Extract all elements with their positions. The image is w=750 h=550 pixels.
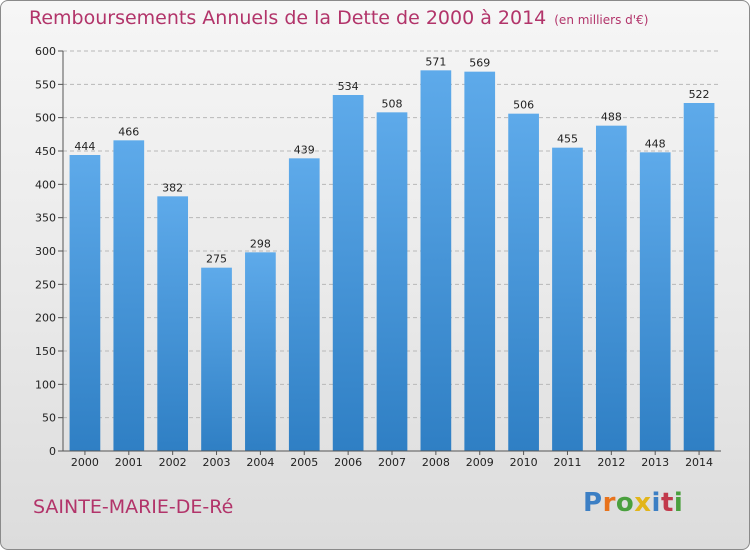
y-tick-label: 0 [49,445,56,458]
data-label-2010: 506 [513,99,534,112]
bar-2004 [245,252,276,451]
bar-2002 [157,196,189,451]
y-tick-label: 450 [35,145,56,158]
bar-2011 [552,147,583,451]
y-tick-label: 400 [35,178,56,191]
data-label-2009: 569 [469,57,490,70]
logo-letter: x [634,488,652,518]
bar-2009 [464,71,496,452]
x-tick-label: 2014 [685,456,713,469]
chart-title: Remboursements Annuels de la Dette de 20… [29,7,547,29]
x-tick-label: 2005 [290,456,318,469]
x-tick-label: 2013 [641,456,669,469]
x-tick-label: 2008 [422,456,450,469]
bar-2010 [508,113,539,452]
x-tick-label: 2001 [115,456,143,469]
logo-letter: t [660,488,674,518]
commune-name: SAINTE-MARIE-DE-Ré [33,496,234,518]
bar-2007 [376,112,408,451]
logo-letter: i [651,488,661,518]
bar-2001 [113,140,145,452]
x-tick-label: 2010 [510,456,538,469]
logo-letter: i [673,488,684,518]
data-label-2000: 444 [74,140,95,153]
y-tick-label: 150 [35,345,56,358]
data-label-2014: 522 [689,88,710,101]
data-label-2008: 571 [425,55,446,68]
data-label-2012: 488 [601,111,622,124]
logo-letter: r [602,488,616,518]
x-tick-label: 2012 [597,456,625,469]
logo-letter: P [583,488,603,518]
y-tick-label: 550 [35,78,56,91]
y-tick-label: 500 [35,112,56,125]
data-label-2011: 455 [557,133,578,146]
bar-2003 [201,267,232,451]
x-tick-label: 2004 [246,456,274,469]
y-tick-label: 50 [42,412,56,425]
data-label-2002: 382 [162,181,183,194]
bars [69,70,715,452]
y-tick-label: 100 [35,378,56,391]
bar-2013 [639,152,671,452]
bar-2008 [420,70,452,451]
bar-2000 [69,155,101,451]
data-label-2007: 508 [382,97,403,110]
bar-2014 [683,103,715,451]
data-label-2005: 439 [294,143,315,156]
x-tick-label: 2011 [553,456,581,469]
y-tick-label: 600 [35,45,56,58]
chart-unit: (en milliers d'€) [554,13,649,27]
x-tick-label: 2002 [159,456,187,469]
logo-letter: o [615,488,635,518]
data-label-2013: 448 [645,137,666,150]
title-row: Remboursements Annuels de la Dette de 20… [29,7,648,29]
data-label-2004: 298 [250,237,271,250]
bar-2006 [332,95,364,451]
bar-2012 [595,125,627,452]
y-tick-label: 350 [35,212,56,225]
data-label-2006: 534 [338,80,359,93]
x-tick-label: 2007 [378,456,406,469]
y-tick-label: 250 [35,278,56,291]
axes: 0 50 100 150 200 250 300 350 400 450 500 550 600 2000… [35,45,721,469]
data-label-2001: 466 [118,125,139,138]
y-tick-label: 300 [35,245,56,258]
data-label-2003: 275 [206,253,227,266]
x-tick-label: 2006 [334,456,362,469]
y-tick-label: 200 [35,312,56,325]
x-tick-label: 2009 [466,456,494,469]
bar-2005 [288,158,320,452]
proxiti-logo: Proxiti [583,488,683,518]
x-tick-label: 2000 [71,456,99,469]
x-tick-label: 2003 [203,456,231,469]
data-labels: 444 466 382 275 298 439 534 508 571 569 506 455 488 4… [74,55,709,265]
